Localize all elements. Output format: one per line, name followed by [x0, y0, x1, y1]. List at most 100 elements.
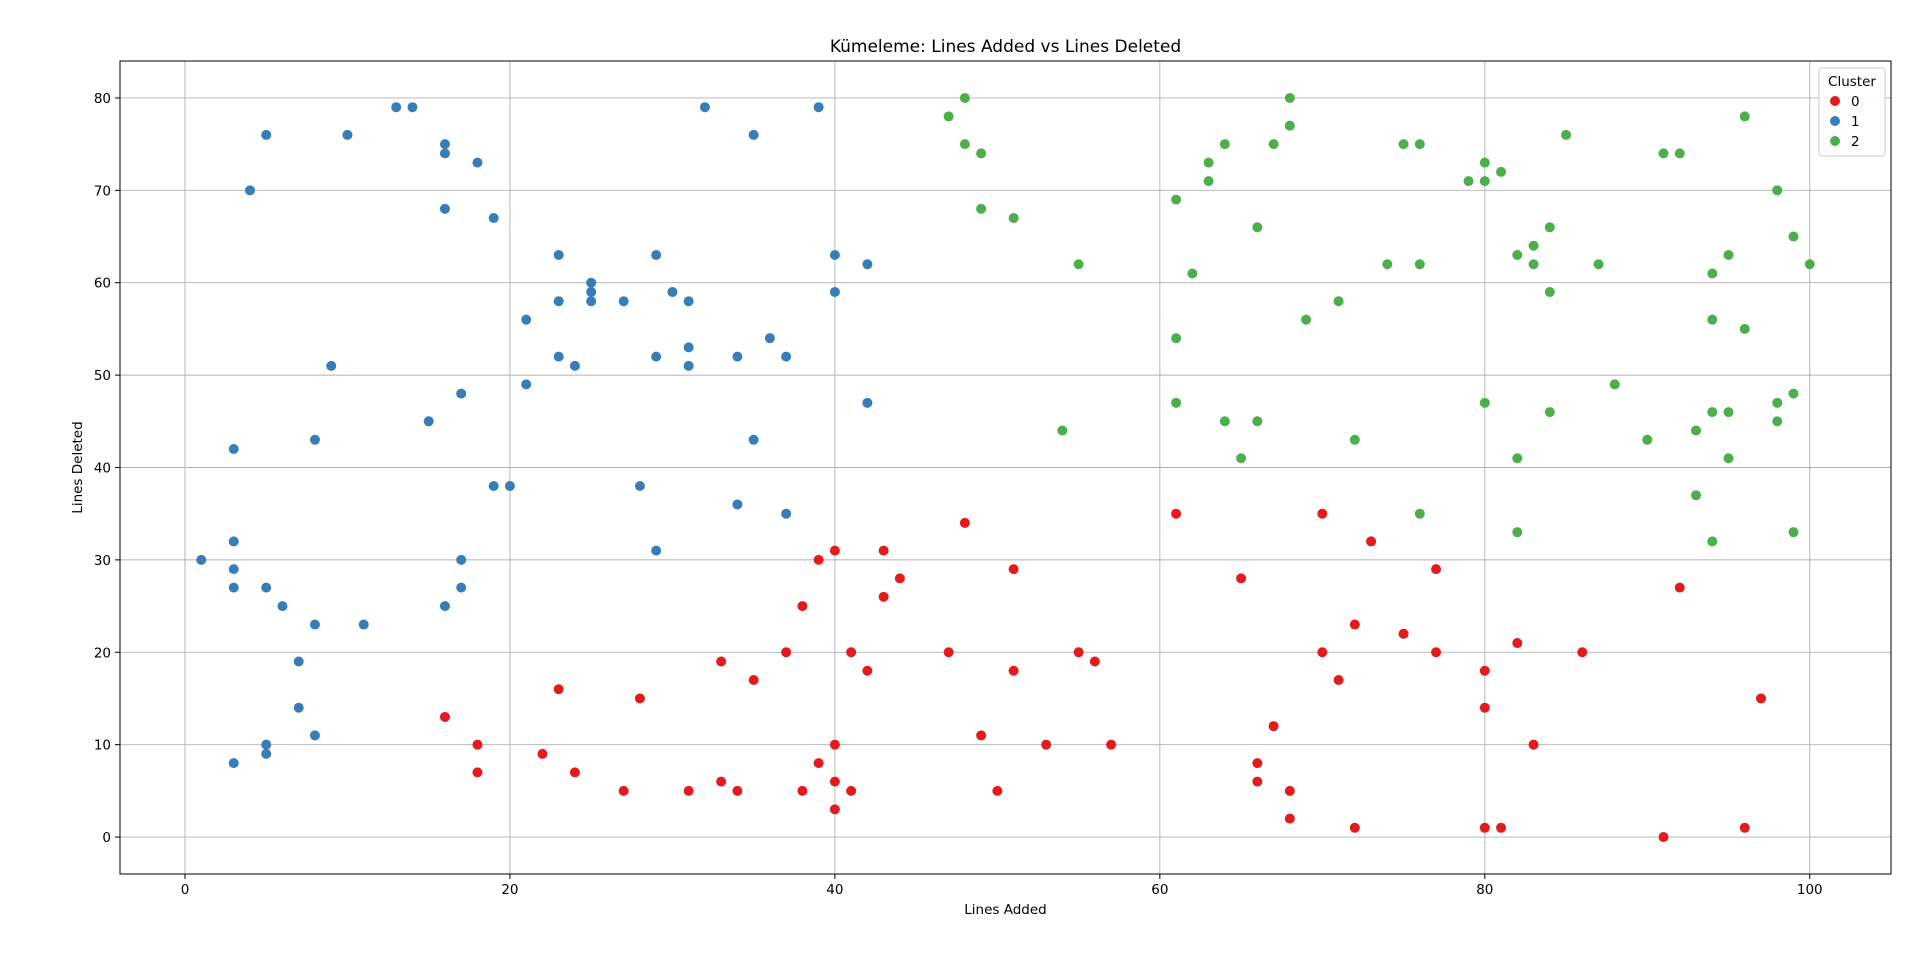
y-tick-label: 80	[94, 91, 111, 107]
data-point-cluster-2	[1723, 453, 1734, 464]
data-point-cluster-1	[651, 545, 662, 556]
data-point-cluster-2	[1187, 268, 1198, 279]
data-point-cluster-2	[1219, 139, 1230, 150]
data-point-cluster-2	[1496, 166, 1507, 177]
data-point-cluster-0	[781, 647, 792, 658]
data-point-cluster-1	[781, 508, 792, 519]
data-point-cluster-0	[1658, 832, 1669, 843]
x-tick-label: 60	[1151, 882, 1168, 898]
data-point-cluster-1	[586, 277, 597, 288]
data-point-cluster-2	[1544, 222, 1555, 233]
data-point-cluster-0	[618, 785, 629, 796]
data-point-cluster-0	[716, 656, 727, 667]
data-point-cluster-2	[1544, 407, 1555, 418]
data-point-cluster-2	[1333, 296, 1344, 307]
y-tick-label: 40	[94, 461, 111, 477]
data-point-cluster-1	[829, 286, 840, 297]
data-point-cluster-1	[358, 619, 369, 630]
data-point-cluster-1	[309, 619, 320, 630]
data-point-cluster-0	[537, 748, 548, 759]
data-point-cluster-2	[959, 139, 970, 150]
data-point-cluster-2	[1528, 240, 1539, 251]
data-point-cluster-0	[1268, 721, 1279, 732]
y-tick-label: 0	[102, 830, 111, 846]
data-point-cluster-2	[1739, 323, 1750, 334]
x-tick-label: 20	[501, 882, 518, 898]
data-point-cluster-2	[1528, 259, 1539, 270]
y-tick-label: 10	[94, 738, 111, 754]
data-point-cluster-2	[1479, 397, 1490, 408]
data-point-cluster-2	[976, 148, 987, 159]
data-point-cluster-0	[1431, 647, 1442, 658]
data-point-cluster-1	[586, 286, 597, 297]
data-point-cluster-2	[1479, 157, 1490, 168]
data-point-cluster-0	[862, 665, 873, 676]
data-point-cluster-0	[732, 785, 743, 796]
data-point-cluster-0	[1479, 702, 1490, 713]
data-point-cluster-1	[651, 250, 662, 261]
data-point-cluster-1	[553, 296, 564, 307]
data-point-cluster-1	[569, 360, 580, 371]
data-point-cluster-1	[228, 758, 239, 769]
data-point-cluster-1	[342, 129, 353, 140]
x-tick-label: 0	[181, 882, 190, 898]
data-point-cluster-1	[862, 397, 873, 408]
data-point-cluster-2	[1691, 490, 1702, 501]
data-point-cluster-1	[391, 102, 402, 113]
data-point-cluster-1	[228, 582, 239, 593]
data-point-cluster-2	[1658, 148, 1669, 159]
data-point-cluster-0	[1756, 693, 1767, 704]
data-point-cluster-2	[1382, 259, 1393, 270]
data-point-cluster-1	[228, 564, 239, 575]
data-point-cluster-2	[943, 111, 954, 122]
y-tick-label: 30	[94, 553, 111, 569]
data-point-cluster-1	[456, 582, 467, 593]
data-point-cluster-2	[1414, 139, 1425, 150]
data-point-cluster-1	[309, 434, 320, 445]
data-point-cluster-0	[976, 730, 987, 741]
data-point-cluster-1	[277, 601, 288, 612]
data-point-cluster-1	[309, 730, 320, 741]
data-point-cluster-2	[1788, 231, 1799, 242]
data-point-cluster-2	[1349, 434, 1360, 445]
data-point-cluster-2	[1301, 314, 1312, 325]
data-point-cluster-2	[1772, 416, 1783, 427]
data-point-cluster-2	[1171, 397, 1182, 408]
data-point-cluster-2	[1008, 213, 1019, 224]
data-point-cluster-2	[1544, 286, 1555, 297]
data-point-cluster-0	[1577, 647, 1588, 658]
data-point-cluster-2	[1561, 129, 1572, 140]
data-point-cluster-2	[1398, 139, 1409, 150]
data-point-cluster-1	[683, 342, 694, 353]
data-point-cluster-2	[1219, 416, 1230, 427]
data-point-cluster-0	[1008, 665, 1019, 676]
data-point-cluster-1	[683, 296, 694, 307]
data-point-cluster-0	[683, 785, 694, 796]
x-tick-label: 40	[826, 882, 843, 898]
data-point-cluster-1	[748, 129, 759, 140]
data-point-cluster-2	[1203, 157, 1214, 168]
legend-label-cluster-0: 0	[1851, 94, 1860, 110]
y-tick-label: 70	[94, 183, 111, 199]
data-point-cluster-2	[1788, 388, 1799, 399]
data-point-cluster-0	[1349, 619, 1360, 630]
data-point-cluster-1	[683, 360, 694, 371]
data-point-cluster-1	[829, 250, 840, 261]
data-point-cluster-0	[1284, 813, 1295, 824]
data-point-cluster-2	[1723, 407, 1734, 418]
data-point-cluster-0	[716, 776, 727, 787]
data-point-cluster-0	[1236, 573, 1247, 584]
data-point-cluster-0	[1496, 822, 1507, 833]
data-point-cluster-0	[1349, 822, 1360, 833]
data-point-cluster-0	[1008, 564, 1019, 575]
data-point-cluster-0	[1089, 656, 1100, 667]
data-point-cluster-2	[1057, 425, 1068, 436]
legend: Cluster 0 1 2	[1818, 67, 1886, 157]
data-point-cluster-1	[228, 536, 239, 547]
data-point-cluster-2	[1414, 508, 1425, 519]
data-point-cluster-0	[797, 785, 808, 796]
data-point-cluster-2	[1268, 139, 1279, 150]
x-axis-label: Lines Added	[964, 902, 1046, 918]
data-point-cluster-1	[781, 351, 792, 362]
